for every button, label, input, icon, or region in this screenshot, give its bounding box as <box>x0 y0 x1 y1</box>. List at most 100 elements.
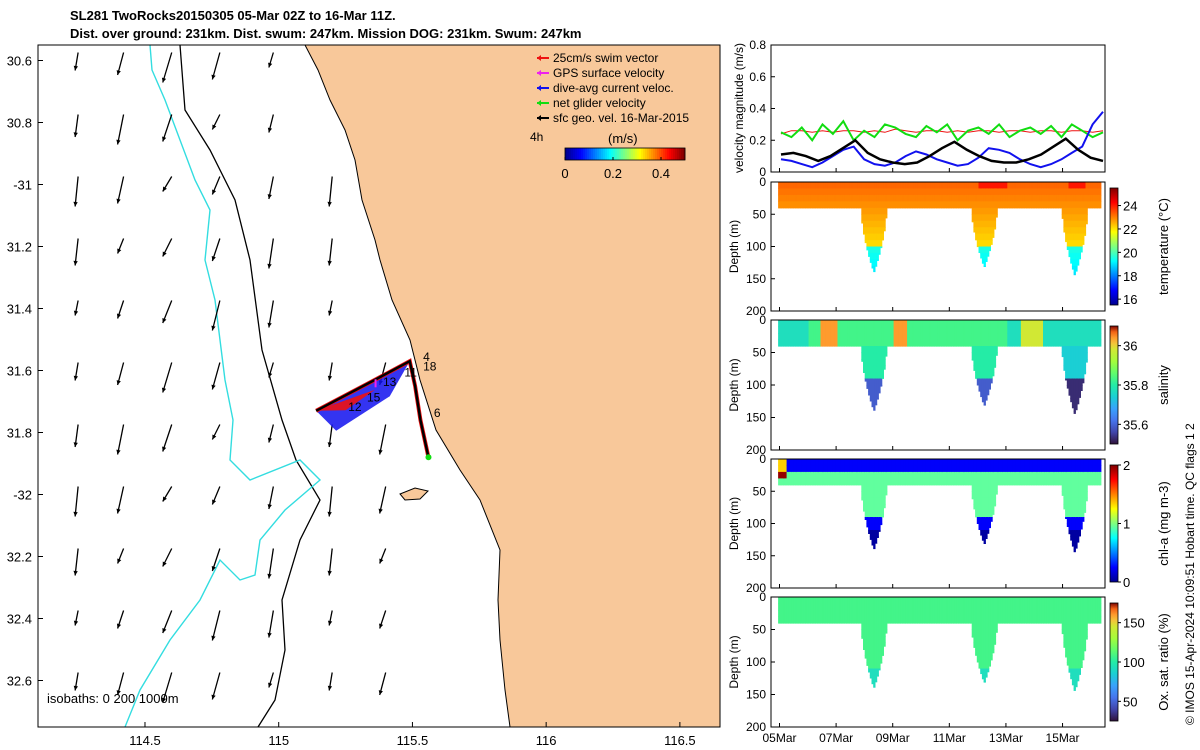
chl-a-cell <box>1053 459 1056 466</box>
oxygen-cell <box>830 603 833 611</box>
salinity-cell <box>1073 411 1076 414</box>
salinity-cell <box>871 398 874 406</box>
salinity-cell <box>830 326 833 334</box>
oxygen-cell <box>873 629 876 637</box>
chl-a-cell <box>844 478 847 486</box>
chl-a-cell <box>823 465 827 473</box>
chl-a-cell <box>961 471 964 479</box>
temperature-cell <box>917 194 920 202</box>
temperature-cell <box>930 201 934 209</box>
oxygen-cell <box>1034 597 1037 605</box>
oxygen-cell <box>839 597 842 605</box>
oxygen-cell <box>1058 603 1061 611</box>
salinity-cell <box>1012 333 1015 341</box>
oxygen-cell <box>788 610 791 618</box>
temperature-cell <box>936 194 939 202</box>
oxygen-cell <box>859 603 862 611</box>
geo-vector-head <box>162 561 167 567</box>
geo-vector-head <box>116 380 121 385</box>
temperature-cell <box>871 240 874 248</box>
salinity-cell <box>880 372 883 380</box>
temperature-cell <box>1066 220 1070 228</box>
chl-a-cell <box>1075 510 1078 518</box>
chl-a-cell <box>876 517 879 525</box>
temperature-cell <box>995 194 998 202</box>
temperature-cell <box>890 194 893 202</box>
temperature-cell <box>883 194 886 202</box>
chl-a-cell <box>976 459 980 466</box>
salinity-cell <box>1070 385 1073 393</box>
chl-a-cell <box>874 510 878 518</box>
salinity-cell <box>988 359 991 367</box>
speed-colorbar-cell <box>639 148 642 160</box>
salinity-cell <box>790 320 793 328</box>
temperature-cell <box>1070 194 1073 202</box>
chl-a-cell <box>1073 530 1076 537</box>
temperature-cell <box>966 188 969 196</box>
temperature-cell <box>880 233 883 241</box>
chl-a-cell <box>919 478 922 486</box>
oxygen-cell <box>863 636 866 644</box>
oxygen-cell <box>908 597 912 605</box>
chl-a-cell <box>985 465 988 473</box>
oxygen-cell <box>779 597 783 605</box>
salinity-cell <box>980 326 983 334</box>
oxygen-cell <box>1077 636 1080 644</box>
chl-a-cell <box>781 465 784 473</box>
temperature-cell <box>1082 188 1085 196</box>
chl-a-colorbar-tick-label: 0 <box>1123 575 1130 590</box>
oxygen-cell <box>1078 655 1081 663</box>
temperature-cell <box>893 201 896 209</box>
chl-a-cell <box>784 459 788 466</box>
oxygen-cell <box>1077 616 1080 624</box>
chl-a-cell <box>1029 478 1032 486</box>
temperature-cell <box>847 194 850 202</box>
temperature-cell <box>1014 194 1017 202</box>
salinity-cell <box>1049 326 1053 334</box>
temperature-cell <box>941 194 944 202</box>
oxygen-cell <box>1077 603 1080 611</box>
chl-a-cell <box>970 471 973 479</box>
salinity-cell <box>922 333 925 341</box>
oxygen-cell <box>930 597 934 605</box>
oxygen-cell <box>1083 616 1087 624</box>
chl-a-cell <box>800 465 803 473</box>
chl-a-cell <box>958 465 961 473</box>
salinity-cell <box>795 326 798 334</box>
temperature-cell <box>919 188 922 196</box>
oxygen-cell <box>851 603 854 611</box>
oxygen-cell <box>1070 603 1073 611</box>
salinity-cell <box>937 333 940 341</box>
temperature-cell <box>876 252 879 260</box>
temperature-cell <box>880 207 883 215</box>
temperature-cell <box>844 182 847 189</box>
oxygen-cell <box>983 597 986 605</box>
oxygen-cell <box>1097 603 1100 611</box>
oxygen-cell <box>981 642 985 650</box>
temperature-cell <box>800 182 803 189</box>
salinity-cell <box>1022 320 1025 328</box>
chl-a-cell <box>876 536 879 538</box>
chl-a-cell <box>864 504 867 512</box>
speed-colorbar-cell <box>599 148 602 160</box>
salinity-cell <box>987 359 990 367</box>
salinity-cell <box>1073 333 1076 341</box>
salinity-cell <box>1032 326 1036 334</box>
temperature-cell <box>837 194 840 202</box>
oxygen-cell <box>956 603 959 611</box>
oxygen-cell <box>1032 616 1036 624</box>
temperature-cell <box>988 201 991 209</box>
chl-a-cell <box>800 459 803 466</box>
salinity-cell <box>1063 339 1066 347</box>
oxygen-cell <box>1031 610 1034 618</box>
chl-a-cell <box>852 459 856 466</box>
oxygen-cell <box>866 655 869 663</box>
temperature-cell <box>937 188 940 196</box>
temperature-cell <box>917 188 920 196</box>
oxygen-cell <box>820 616 823 624</box>
chl-a-cell <box>971 459 974 466</box>
temperature-cell <box>927 188 930 196</box>
salinity-cell <box>1075 385 1078 393</box>
oxygen-cell <box>895 610 898 618</box>
oxygen-cell <box>978 623 981 631</box>
